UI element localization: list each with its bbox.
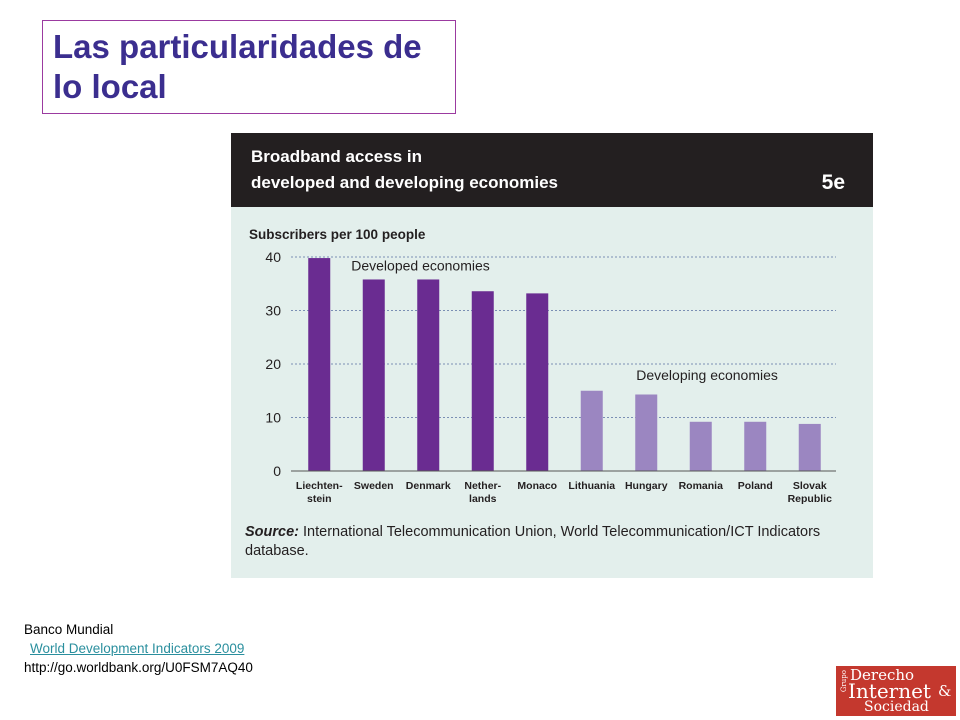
x-category-label-line: Slovak [793, 480, 827, 492]
x-category-label: Liechten-stein [296, 480, 343, 505]
chart-title-line-1: Broadband access in [251, 147, 423, 166]
source-label: Source: [245, 524, 299, 540]
bar-developed [308, 258, 331, 471]
x-category-label-line: Poland [738, 480, 773, 492]
chart-title-line-2: developed and developing economies [251, 173, 559, 192]
y-axis-label: Subscribers per 100 people [249, 227, 426, 242]
bar-developing [744, 421, 767, 471]
bar-developed [471, 291, 494, 471]
x-category-label-line: Romania [679, 480, 724, 492]
x-category-label-line: Hungary [625, 480, 668, 492]
bar-developing [635, 394, 658, 471]
x-category-label-line: stein [307, 493, 332, 505]
bar-developed [362, 279, 385, 471]
logo-grupo: Grupo [840, 670, 848, 693]
x-category-label: Sweden [354, 480, 394, 492]
chart-panel: Broadband access in developed and develo… [231, 133, 873, 578]
bar-developing [798, 423, 821, 471]
y-tick-label: 30 [265, 303, 281, 319]
x-category-label-line: Monaco [517, 480, 557, 492]
developing-economies-label: Developing economies [636, 367, 778, 383]
source-text: International Telecommunication Union, W… [245, 524, 821, 559]
credit-link[interactable]: World Development Indicators 2009 [30, 641, 245, 656]
bar-developed [417, 279, 440, 471]
x-category-label: Denmark [406, 480, 451, 492]
x-category-label-line: Republic [788, 493, 832, 505]
y-tick-label: 10 [265, 410, 281, 426]
category-labels: Liechten-stein Sweden Denmark Nether-lands M… [296, 480, 832, 505]
x-category-label: Romania [679, 480, 724, 492]
source-note: Source: International Telecommunication … [245, 523, 855, 561]
x-category-label-line: lands [469, 493, 497, 505]
bar-developing [580, 390, 603, 471]
gridlines [291, 256, 836, 418]
grupo-derecho-internet-sociedad-logo: Grupo Derecho Internet & Sociedad [836, 666, 956, 716]
bar-developed [526, 293, 549, 471]
y-axis-ticks: 0 10 20 30 40 [265, 249, 281, 479]
x-category-label: Poland [738, 480, 773, 492]
slide-title-box: Las particularidades de lo local [42, 20, 456, 114]
x-category-label: Slovak Republic [788, 480, 832, 505]
x-category-label: Lithuania [568, 480, 615, 492]
x-category-label: Monaco [517, 480, 557, 492]
x-category-label-line: Sweden [354, 480, 394, 492]
slide-title: Las particularidades de lo local [53, 28, 422, 105]
chart-code: 5e [821, 171, 845, 194]
credit-org: Banco Mundial [24, 622, 114, 637]
x-category-label-line: Liechten- [296, 480, 343, 492]
x-category-label-line: Nether- [464, 480, 501, 492]
y-tick-label: 40 [265, 249, 281, 265]
logo-sociedad: Sociedad [864, 699, 929, 715]
y-tick-label: 20 [265, 356, 281, 372]
footer-credit: Banco Mundial World Development Indicato… [24, 620, 253, 677]
logo-internet: Internet [848, 679, 931, 703]
x-category-label-line: Lithuania [568, 480, 615, 492]
developed-economies-label: Developed economies [351, 257, 490, 273]
logo-derecho: Derecho [850, 666, 915, 684]
bar-developing [689, 421, 712, 471]
x-category-label-line: Denmark [406, 480, 451, 492]
logo-ampersand: & [938, 682, 952, 700]
bars [308, 258, 821, 471]
bar-chart: Subscribers per 100 people 0 10 20 30 40 Lie… [249, 227, 836, 505]
chart-header: Broadband access in developed and develo… [231, 133, 873, 207]
x-category-label: Nether-lands [464, 480, 501, 505]
credit-url: http://go.worldbank.org/U0FSM7AQ40 [24, 660, 253, 675]
x-category-label: Hungary [625, 480, 668, 492]
y-tick-label: 0 [273, 463, 281, 479]
